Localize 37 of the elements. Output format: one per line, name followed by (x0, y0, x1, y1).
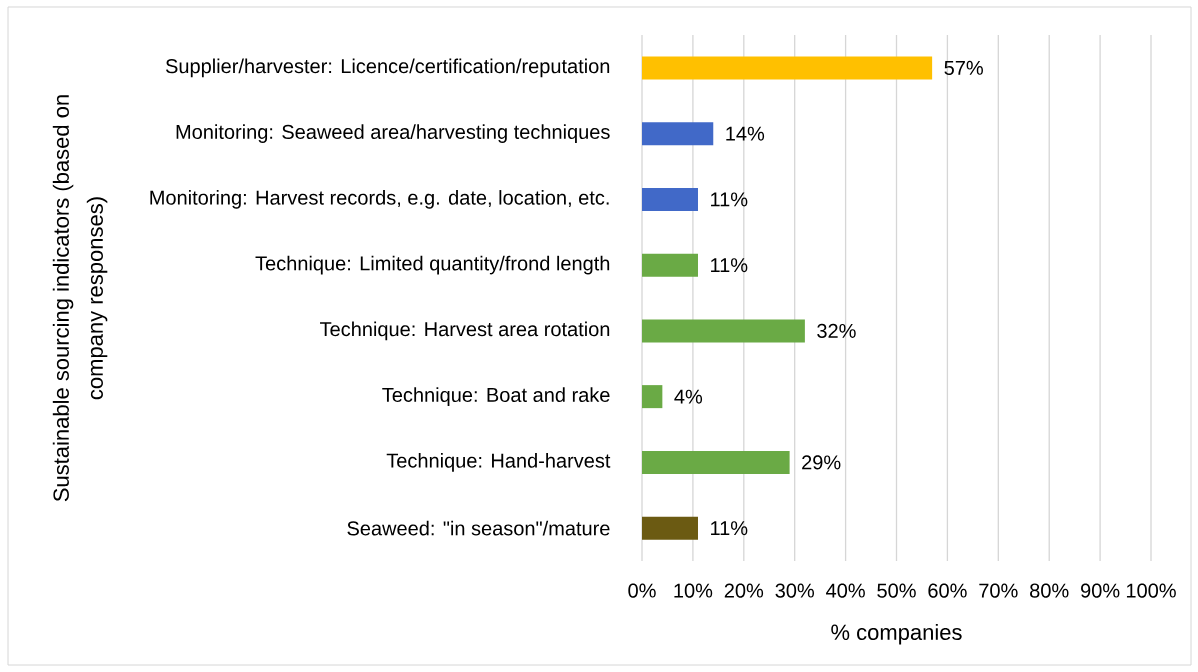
x-tick-label: 40% (826, 583, 865, 598)
x-tick-label: 10% (674, 583, 713, 598)
y-axis-title: Sustainable sourcing indicators (based on company responses) (52, 95, 108, 502)
y-tick-label: Technique: Hand-harvest (386, 453, 611, 472)
data-label: 57% (944, 60, 983, 75)
x-tick-label: 100% (1126, 583, 1176, 598)
bar (642, 187, 698, 211)
data-label: 11% (711, 192, 748, 207)
y-tick-label: Seaweed: "in season"/mature (347, 520, 610, 536)
data-label: 32% (817, 323, 856, 338)
y-tick-label: Monitoring: Harvest records, e.g. date, location, etc. (150, 190, 609, 209)
data-label: 14% (726, 126, 765, 141)
x-tick-label: 70% (979, 583, 1018, 598)
x-tick-label: 20% (724, 583, 764, 598)
y-tick-label: Technique: Harvest area rotation (320, 321, 610, 341)
data-label: 29% (802, 455, 841, 470)
x-tick-label: 30% (775, 583, 815, 598)
bar (642, 56, 933, 80)
x-tick-label: 0% (628, 583, 656, 598)
x-tick-label: 60% (928, 583, 967, 598)
data-label: 11% (711, 521, 748, 536)
bar (642, 122, 714, 146)
x-tick-label: 50% (877, 583, 916, 598)
bar (642, 253, 698, 277)
data-label: 11% (711, 258, 748, 273)
x-tick-label: 90% (1081, 583, 1120, 598)
y-tick-label: Monitoring: Seaweed area/harvesting techniques (176, 124, 610, 143)
x-axis-title: % companies (831, 623, 962, 645)
bar (642, 516, 698, 540)
y-tick-label: Technique: Limited quantity/frond length (255, 255, 610, 275)
data-label: 4% (674, 389, 703, 404)
y-tick-label: Supplier/harvester: Licence/certification/reputation (165, 58, 610, 78)
x-tick-label: 80% (1030, 583, 1069, 598)
bar (642, 450, 790, 474)
y-tick-label: Technique: Boat and rake (382, 387, 610, 406)
bar (642, 319, 805, 343)
bar (642, 385, 663, 409)
